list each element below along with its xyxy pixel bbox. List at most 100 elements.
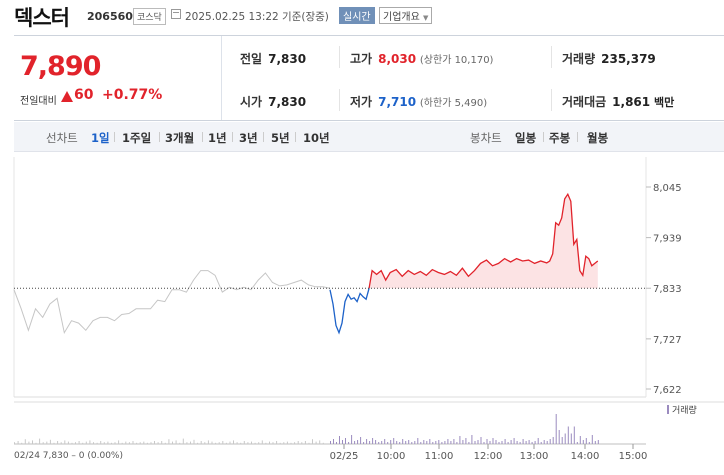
- volume-bar: [89, 440, 91, 444]
- company-info-dropdown[interactable]: 기업개요 ▼: [379, 7, 433, 24]
- tab-monthly[interactable]: 월봉: [587, 131, 609, 145]
- volume-bar: [304, 441, 306, 444]
- y-tick-label: 7,727: [653, 335, 682, 346]
- volume-bar: [360, 437, 362, 444]
- volume-bar: [459, 436, 461, 444]
- prev-day-line: [13, 270, 331, 335]
- divider: [577, 132, 578, 142]
- volume-bar: [240, 442, 242, 444]
- volume-bar: [243, 441, 245, 444]
- volume-bar: [591, 435, 593, 444]
- high-label: 고가: [350, 52, 373, 66]
- volume-bar: [286, 441, 288, 444]
- tab-1y[interactable]: 1년: [208, 131, 227, 145]
- volume-bar: [154, 441, 155, 444]
- divider: [263, 132, 264, 142]
- volume-bar: [543, 440, 545, 444]
- volume-bar: [297, 441, 299, 444]
- volume-bar: [384, 439, 386, 444]
- volume-bar: [190, 441, 191, 444]
- volume-bar: [390, 440, 392, 444]
- volume-bar: [146, 442, 148, 444]
- volume-bar: [49, 439, 51, 444]
- volume-bar: [483, 442, 485, 444]
- volume-bar: [21, 442, 23, 444]
- tab-3m[interactable]: 3개월: [165, 131, 195, 145]
- volume-bar: [504, 439, 506, 444]
- volume-bar: [315, 441, 317, 444]
- volume-bar: [567, 426, 569, 444]
- volume-bar: [432, 442, 434, 444]
- volume-bar: [408, 440, 410, 444]
- volume-bar: [290, 442, 292, 444]
- volume-bar: [265, 442, 267, 444]
- tab-daily[interactable]: 일봉: [515, 131, 537, 145]
- volume-bar: [516, 441, 518, 444]
- volume-bar: [354, 441, 356, 444]
- volume-bar: [558, 430, 560, 444]
- x-tick-label: 13:00: [520, 451, 549, 462]
- volume-bar: [423, 440, 425, 444]
- tab-3y[interactable]: 3년: [239, 131, 258, 145]
- prev-close-value: 7,830: [268, 52, 307, 66]
- volume-bar: [369, 441, 371, 444]
- volume-bar: [393, 438, 395, 444]
- up-triangle-icon: [61, 91, 73, 102]
- volume-bar: [211, 441, 213, 444]
- tab-weekly[interactable]: 주봉: [549, 131, 571, 145]
- x-tick-label: 02/25: [330, 451, 359, 462]
- trade-value-label: 거래대금: [562, 95, 607, 109]
- volume-bar: [258, 442, 260, 444]
- volume-bar: [222, 441, 224, 444]
- volume-bar: [435, 441, 437, 444]
- volume-bar: [366, 439, 368, 444]
- company-info-label: 기업개요: [383, 12, 420, 23]
- volume-cell: 거래량 235,379: [562, 50, 656, 67]
- tab-1d[interactable]: 1일: [91, 131, 110, 145]
- realtime-button[interactable]: 실시간: [339, 7, 375, 24]
- volume-bar: [396, 441, 398, 444]
- price-box: 7,890 전일대비 60 +0.77%: [14, 36, 222, 120]
- volume-bar: [456, 442, 458, 444]
- tab-1w[interactable]: 1주일: [122, 131, 152, 145]
- y-tick-label: 7,833: [653, 284, 682, 295]
- trade-value-unit: 백만: [653, 96, 675, 109]
- volume-bar: [492, 438, 494, 444]
- volume-bar: [453, 439, 455, 444]
- candle-chart-label: 봉차트: [470, 131, 502, 145]
- volume-bar: [100, 441, 102, 444]
- volume-bar: [64, 440, 66, 444]
- volume-bar: [46, 441, 48, 444]
- positive-area: [369, 194, 598, 289]
- volume-bar: [186, 442, 188, 444]
- volume-bar: [233, 440, 234, 444]
- tab-5y[interactable]: 5년: [271, 131, 290, 145]
- volume-bar: [272, 442, 274, 444]
- volume-bar: [588, 442, 590, 444]
- volume-bar: [215, 442, 217, 444]
- volume-bar: [537, 438, 539, 444]
- stock-code: 206560: [87, 10, 133, 23]
- volume-bar: [447, 439, 449, 444]
- calendar-icon: [171, 9, 181, 19]
- volume-bar: [193, 439, 195, 444]
- line-chart-label: 선차트: [46, 131, 78, 145]
- volume-bar: [75, 442, 76, 444]
- volume-bar: [157, 442, 159, 444]
- volume-bar: [462, 440, 464, 444]
- tab-10y[interactable]: 10년: [303, 131, 330, 145]
- chevron-down-icon: ▼: [423, 14, 429, 22]
- prev-close-cell: 전일 7,830: [240, 50, 306, 67]
- volume-bar: [465, 438, 467, 444]
- x-tick-label: 14:00: [571, 451, 600, 462]
- volume-bar: [417, 438, 419, 444]
- volume-bar: [582, 440, 584, 444]
- volume-bar: [164, 442, 166, 444]
- divider: [159, 132, 160, 142]
- divider: [202, 132, 203, 142]
- volume-bar: [597, 440, 599, 444]
- volume-bar: [67, 441, 69, 444]
- low-cell: 저가 7,710 (하한가 5,490): [350, 93, 487, 110]
- x-tick-label: 10:00: [377, 451, 406, 462]
- volume-bar: [561, 437, 563, 444]
